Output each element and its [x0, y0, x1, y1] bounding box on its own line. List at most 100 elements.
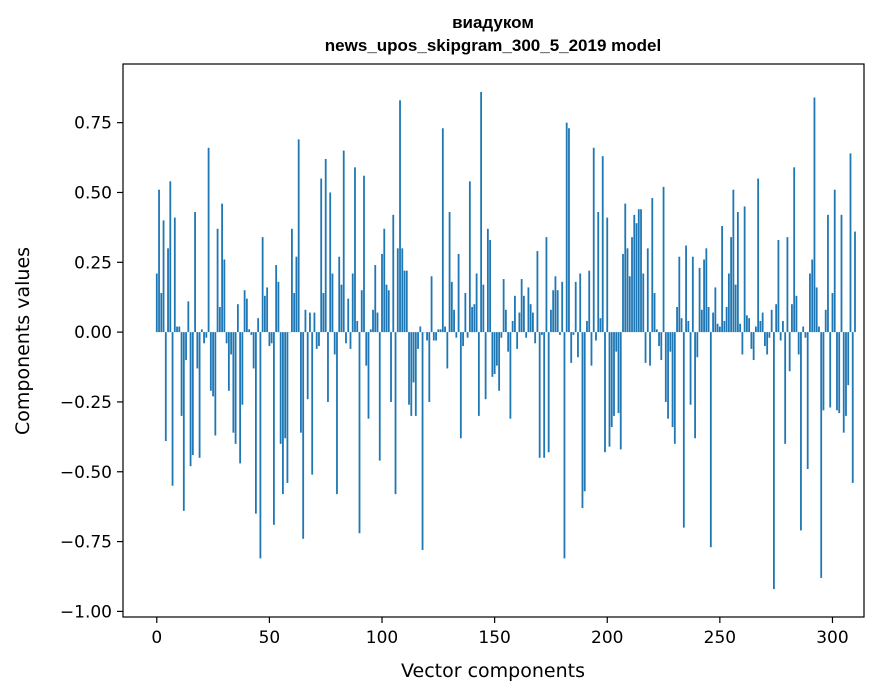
bar-179: [559, 332, 561, 335]
bar-281: [788, 332, 791, 372]
bar-9: [176, 326, 178, 333]
bar-174: [547, 332, 550, 453]
bar-301: [833, 189, 836, 333]
bar-120: [426, 332, 428, 341]
bar-99: [378, 332, 381, 461]
bar-235: [685, 245, 687, 333]
bar-48: [263, 295, 266, 333]
bar-79: [333, 332, 336, 355]
bar-4: [164, 332, 167, 442]
bar-144: [480, 91, 483, 333]
bar-213: [635, 223, 638, 333]
bar-249: [716, 323, 719, 333]
bar-155: [504, 309, 507, 333]
bar-230: [673, 332, 676, 444]
bar-0: [155, 273, 158, 333]
chart-title-line-1: виадуком: [452, 13, 534, 32]
bar-178: [556, 290, 559, 333]
bar-275: [775, 304, 778, 333]
bar-76: [327, 332, 329, 402]
bar-177: [554, 276, 557, 333]
bar-74: [322, 293, 325, 333]
y-tick-label: −0.50: [60, 463, 112, 483]
bar-19: [198, 332, 201, 458]
bar-308: [849, 153, 852, 333]
bar-97: [374, 265, 377, 333]
bar-106: [394, 332, 397, 495]
bar-211: [631, 237, 633, 333]
bar-162: [520, 279, 523, 333]
bar-150: [493, 332, 496, 375]
bar-94: [367, 332, 370, 419]
bar-156: [507, 332, 510, 352]
bar-257: [734, 284, 737, 333]
bar-251: [721, 225, 724, 333]
bar-83: [342, 150, 345, 333]
bar-113: [410, 332, 413, 416]
bar-305: [842, 332, 845, 433]
bar-154: [502, 279, 505, 333]
bar-27: [216, 228, 219, 333]
bar-110: [403, 270, 406, 333]
bar-264: [750, 332, 753, 349]
bar-51: [270, 332, 273, 344]
bar-220: [651, 198, 654, 333]
bar-291: [811, 259, 814, 333]
bar-84: [345, 332, 347, 344]
bar-270: [764, 332, 766, 347]
bar-306: [845, 332, 847, 416]
bar-14: [187, 301, 190, 333]
bar-302: [836, 332, 838, 411]
bar-100: [381, 253, 383, 333]
bar-216: [642, 273, 645, 333]
y-tick-label: −0.25: [60, 393, 112, 413]
bar-172: [543, 332, 546, 458]
bar-246: [709, 332, 712, 548]
bar-185: [572, 332, 575, 335]
bar-103: [387, 290, 390, 333]
bar-96: [372, 309, 374, 333]
bar-69: [311, 332, 314, 475]
bar-75: [324, 158, 327, 333]
bar-78: [331, 273, 334, 333]
bar-303: [838, 332, 841, 414]
bar-85: [347, 298, 350, 333]
bar-57: [284, 332, 287, 439]
bar-20: [200, 329, 203, 333]
bar-46: [259, 332, 262, 559]
bar-252: [723, 320, 726, 333]
bar-206: [619, 332, 622, 450]
bar-65: [302, 332, 305, 539]
bar-225: [662, 186, 665, 333]
bar-16: [191, 332, 194, 456]
bar-214: [637, 209, 640, 333]
bar-45: [257, 318, 260, 333]
bar-236: [687, 320, 690, 333]
bar-285: [797, 332, 800, 355]
bar-31: [225, 332, 228, 344]
bar-221: [653, 293, 656, 333]
bar-248: [714, 287, 717, 333]
bar-82: [340, 284, 343, 333]
y-axis-label: Components values: [12, 247, 34, 435]
bar-193: [590, 332, 593, 366]
bar-28: [218, 306, 221, 333]
bar-56: [282, 332, 284, 495]
bar-145: [482, 284, 485, 333]
x-tick-label: 0: [151, 628, 162, 648]
bar-25: [212, 332, 214, 397]
bar-233: [680, 318, 683, 333]
bar-283: [793, 167, 796, 333]
bar-184: [570, 332, 573, 363]
bar-188: [579, 273, 582, 333]
x-tick-label: 50: [259, 628, 281, 648]
bar-182: [565, 122, 568, 333]
bar-112: [408, 332, 410, 405]
bar-73: [320, 178, 323, 333]
bar-146: [484, 332, 487, 400]
bar-198: [601, 156, 604, 333]
bar-91: [360, 290, 363, 333]
bar-18: [196, 332, 199, 369]
bar-134: [457, 253, 460, 333]
bar-40: [245, 298, 248, 333]
